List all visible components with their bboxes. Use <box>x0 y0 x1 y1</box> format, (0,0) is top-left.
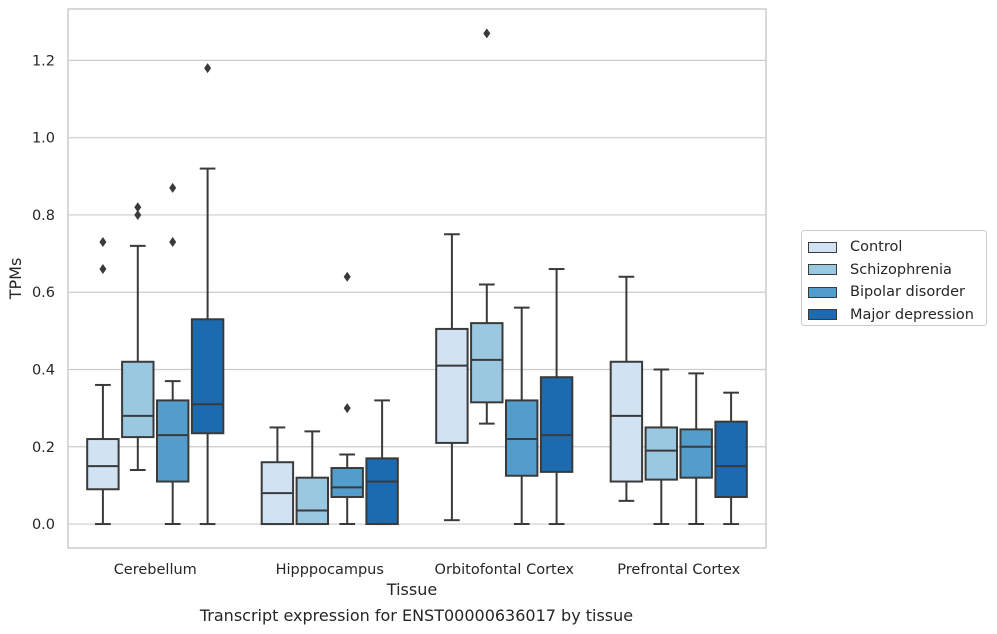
plot-frame <box>67 8 767 549</box>
y-tick-label: 0.8 <box>32 208 55 224</box>
y-tick-label: 0.0 <box>32 517 55 533</box>
legend-item: Major depression <box>808 304 986 327</box>
y-axis-label: TPMs <box>6 258 25 301</box>
outlier-marker <box>343 271 351 282</box>
legend-swatch <box>808 241 837 253</box>
box <box>121 360 155 439</box>
x-tick-label: Orbitofontal Cortex <box>435 562 575 578</box>
legend-label: Control <box>850 239 903 256</box>
x-tick-label: Cerebellum <box>114 562 197 578</box>
legend: Control Schizophrenia Bipolar disorder M… <box>801 230 987 326</box>
box <box>295 476 330 526</box>
box <box>435 327 469 444</box>
legend-swatch <box>808 309 837 321</box>
outlier-marker <box>169 182 177 193</box>
box <box>365 457 399 526</box>
legend-label: Major depression <box>850 306 974 323</box>
legend-label: Schizophrenia <box>850 261 952 278</box>
outlier-marker <box>169 236 177 247</box>
box <box>470 322 504 404</box>
legend-item: Schizophrenia <box>808 259 986 282</box>
box <box>644 426 679 481</box>
box <box>714 420 748 498</box>
box <box>539 376 574 473</box>
outlier-marker <box>343 403 351 414</box>
box <box>330 467 364 498</box>
outlier-marker <box>483 28 491 39</box>
legend-item: Bipolar disorder <box>808 281 986 304</box>
x-tick-label: Hipppocampus <box>276 562 384 578</box>
legend-swatch <box>808 264 837 276</box>
box <box>609 360 644 483</box>
legend-label: Bipolar disorder <box>850 284 965 301</box>
box <box>86 438 120 491</box>
legend-swatch <box>808 286 837 298</box>
x-tick-label: Prefrontal Cortex <box>617 562 740 578</box>
outlier-marker <box>99 264 107 275</box>
legend-item: Control <box>808 236 986 259</box>
y-tick-label: 0.6 <box>32 285 55 301</box>
box <box>190 318 225 435</box>
box <box>679 428 713 479</box>
box <box>155 399 190 483</box>
x-axis-label: Tissue <box>386 580 437 599</box>
y-tick-label: 0.4 <box>32 362 55 378</box>
y-tick-label: 0.2 <box>32 440 55 456</box>
y-tick-label: 1.2 <box>32 53 55 69</box>
outlier-marker <box>99 236 107 247</box>
outlier-marker <box>134 202 142 213</box>
outlier-marker <box>204 63 212 74</box>
chart-caption: Transcript expression for ENST0000063601… <box>199 606 634 625</box>
outlier-marker <box>134 209 142 220</box>
y-tick-label: 1.0 <box>32 131 55 147</box>
